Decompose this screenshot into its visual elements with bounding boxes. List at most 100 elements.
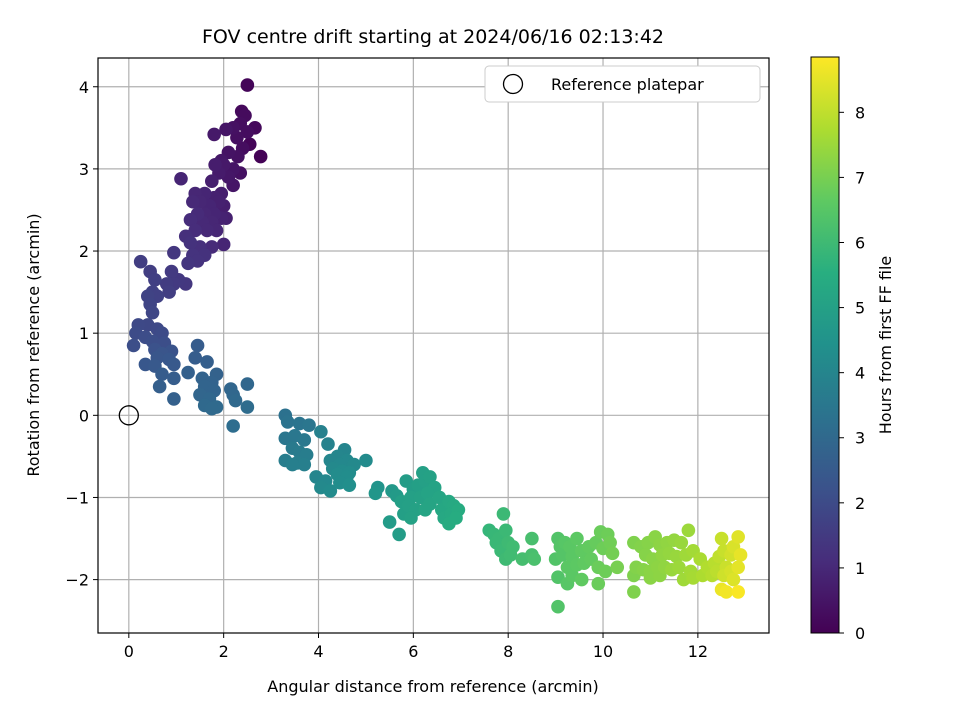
data-point bbox=[674, 535, 689, 550]
data-point bbox=[681, 523, 696, 538]
data-point bbox=[126, 338, 141, 353]
legend-label: Reference platepar bbox=[551, 75, 704, 94]
data-point bbox=[418, 502, 433, 517]
data-point bbox=[280, 415, 295, 429]
y-tick-label: 4 bbox=[79, 78, 89, 97]
data-point bbox=[731, 530, 745, 544]
colorbar-label: Hours from first FF file bbox=[876, 256, 895, 435]
y-tick-label: 3 bbox=[79, 160, 89, 179]
data-point bbox=[672, 560, 686, 575]
data-point bbox=[208, 157, 222, 172]
data-point bbox=[496, 507, 511, 521]
legend: Reference platepar bbox=[484, 65, 761, 103]
data-point bbox=[152, 379, 167, 394]
data-point bbox=[219, 122, 233, 137]
legend-marker bbox=[502, 73, 524, 95]
data-point bbox=[133, 254, 148, 269]
data-point bbox=[226, 419, 240, 433]
data-point bbox=[551, 570, 565, 584]
x-tick-label: 4 bbox=[313, 642, 323, 661]
x-tick-label: 6 bbox=[408, 642, 418, 661]
y-axis-label: Rotation from reference (arcmin) bbox=[24, 213, 43, 476]
x-tick-label: 8 bbox=[503, 642, 513, 661]
colorbar-gradient bbox=[810, 56, 840, 634]
data-point bbox=[162, 285, 176, 299]
colorbar-tick-label: 0 bbox=[855, 624, 865, 643]
data-point bbox=[190, 338, 205, 353]
data-point bbox=[627, 585, 641, 599]
data-point bbox=[733, 548, 748, 562]
x-axis-ticks: 0 2 4 6 8 10 12 bbox=[124, 633, 708, 661]
data-point bbox=[731, 560, 745, 575]
chart-title: FOV centre drift starting at 2024/06/16 … bbox=[202, 26, 664, 48]
data-point bbox=[253, 149, 268, 164]
data-point bbox=[525, 531, 539, 546]
data-point bbox=[726, 572, 741, 587]
data-point bbox=[714, 531, 729, 546]
x-axis-label: Angular distance from reference (arcmin) bbox=[267, 677, 598, 696]
data-point bbox=[420, 486, 435, 501]
data-point bbox=[570, 531, 584, 546]
y-tick-label: −2 bbox=[65, 571, 89, 590]
data-point bbox=[167, 357, 181, 372]
data-point bbox=[167, 245, 181, 260]
data-point bbox=[183, 213, 198, 227]
data-point bbox=[314, 424, 328, 439]
colorbar-tick-label: 6 bbox=[855, 233, 865, 252]
data-point bbox=[216, 237, 231, 252]
data-point bbox=[392, 527, 406, 542]
y-tick-label: 0 bbox=[79, 406, 89, 425]
data-point bbox=[285, 457, 300, 472]
data-point bbox=[205, 401, 219, 416]
data-point bbox=[240, 400, 255, 414]
y-tick-label: −1 bbox=[65, 488, 89, 507]
data-point bbox=[207, 127, 221, 142]
data-point bbox=[551, 599, 565, 614]
data-point bbox=[181, 256, 195, 271]
data-point bbox=[591, 576, 606, 591]
data-point bbox=[145, 305, 160, 320]
data-point bbox=[155, 367, 169, 382]
data-point bbox=[610, 560, 625, 575]
colorbar-tick-label: 2 bbox=[855, 494, 865, 513]
data-point bbox=[297, 457, 312, 472]
data-point bbox=[240, 377, 255, 391]
y-tick-label: 2 bbox=[79, 242, 89, 261]
y-tick-label: 1 bbox=[79, 324, 89, 343]
colorbar: 0 1 2 3 4 5 6 7 8 Hours from first FF file bbox=[810, 56, 895, 643]
data-point bbox=[574, 572, 589, 587]
data-point bbox=[297, 433, 312, 447]
y-axis-ticks: −2 −1 0 1 2 3 4 bbox=[65, 78, 98, 590]
x-tick-label: 2 bbox=[219, 642, 229, 661]
colorbar-tick-label: 1 bbox=[855, 559, 865, 578]
data-points bbox=[126, 78, 748, 614]
data-point bbox=[503, 548, 518, 562]
data-point bbox=[209, 223, 224, 238]
data-point bbox=[240, 125, 255, 139]
data-point bbox=[719, 585, 734, 599]
data-point bbox=[603, 535, 617, 550]
data-point bbox=[181, 365, 195, 380]
x-tick-label: 12 bbox=[688, 642, 708, 661]
data-point bbox=[167, 392, 181, 406]
data-point bbox=[186, 194, 200, 209]
x-tick-label: 0 bbox=[124, 642, 134, 661]
data-point bbox=[342, 478, 357, 492]
data-point bbox=[228, 393, 243, 408]
data-point bbox=[359, 453, 373, 468]
data-point bbox=[174, 171, 188, 186]
data-point bbox=[499, 523, 513, 538]
data-point bbox=[321, 437, 335, 451]
data-point bbox=[598, 564, 613, 579]
data-point bbox=[164, 264, 179, 279]
data-point bbox=[200, 223, 214, 238]
data-point bbox=[205, 174, 219, 189]
data-point bbox=[323, 484, 338, 498]
reference-platepar-marker bbox=[118, 405, 139, 426]
reference-point bbox=[118, 405, 139, 426]
x-tick-label: 10 bbox=[593, 642, 613, 661]
data-point bbox=[368, 486, 383, 501]
colorbar-tick-label: 3 bbox=[855, 429, 865, 448]
data-point bbox=[605, 546, 620, 561]
